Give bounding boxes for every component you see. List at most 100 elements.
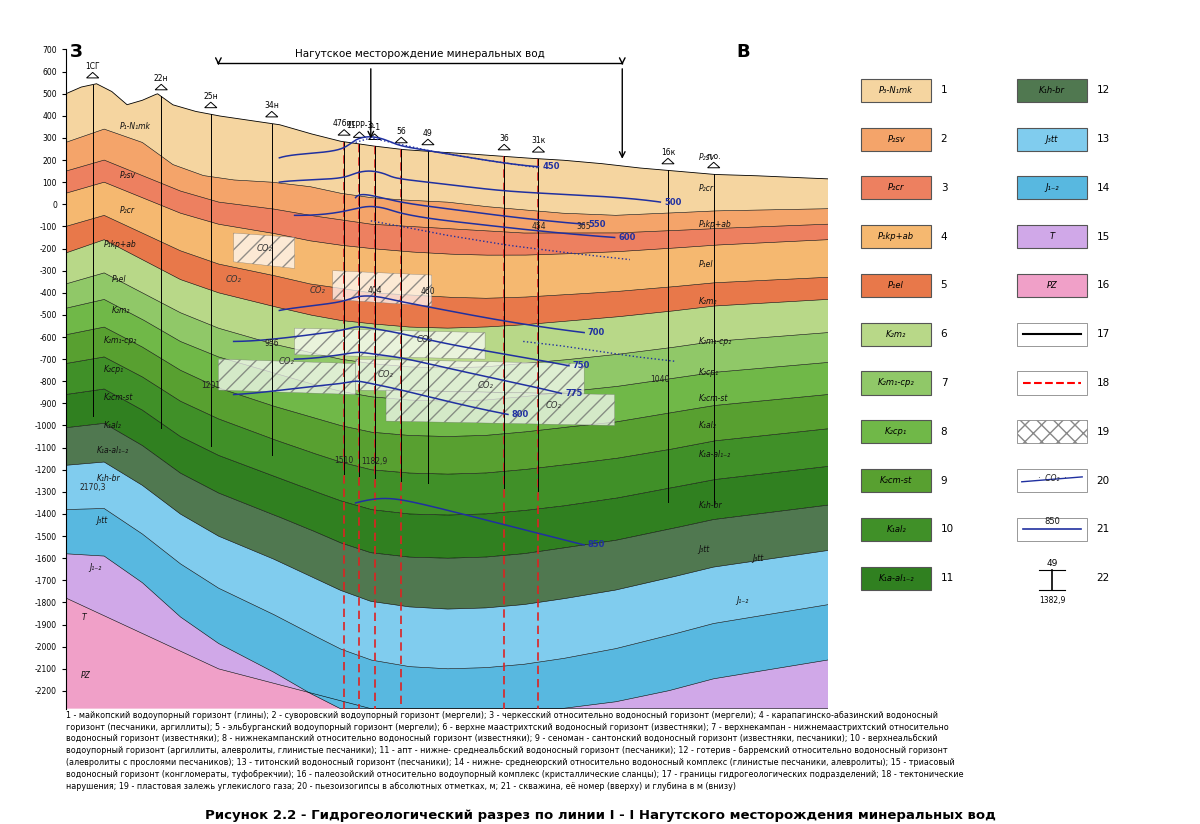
Text: J₁₋₂: J₁₋₂ <box>737 596 749 605</box>
Text: 47бис: 47бис <box>332 119 356 128</box>
Text: 1СГ: 1СГ <box>85 62 100 71</box>
Polygon shape <box>66 273 828 401</box>
Text: J₃tt: J₃tt <box>96 516 108 525</box>
Polygon shape <box>498 144 510 150</box>
Text: 2: 2 <box>941 134 947 144</box>
Polygon shape <box>66 462 828 669</box>
Text: P₂sv: P₂sv <box>119 171 136 180</box>
Bar <box>862 469 931 492</box>
Text: Рисунок 2.2 - Гидрогеологический разрез по линии I - I Нагутского месторождения : Рисунок 2.2 - Гидрогеологический разрез … <box>204 809 996 822</box>
Text: K₂cm-st: K₂cm-st <box>880 476 912 485</box>
Text: P₁kp+ab: P₁kp+ab <box>104 240 137 249</box>
Text: K₂m₁-cp₂: K₂m₁-cp₂ <box>104 336 137 344</box>
Text: 10: 10 <box>941 524 954 534</box>
Text: J₃tt: J₃tt <box>698 545 709 554</box>
Text: 404: 404 <box>367 286 382 295</box>
Bar <box>1018 128 1087 151</box>
Text: K₂m₂: K₂m₂ <box>698 297 716 307</box>
Bar <box>862 567 931 590</box>
Text: 15: 15 <box>1097 232 1110 241</box>
Polygon shape <box>395 138 407 143</box>
Text: T: T <box>82 613 86 622</box>
Bar <box>862 176 931 199</box>
Polygon shape <box>66 129 828 233</box>
Text: 14: 14 <box>1097 183 1110 193</box>
Text: 850: 850 <box>588 541 605 550</box>
Polygon shape <box>155 84 167 90</box>
Text: ·  CO₂  ·: · CO₂ · <box>1038 474 1067 483</box>
Text: J₃tt: J₃tt <box>751 554 763 563</box>
Polygon shape <box>422 139 434 145</box>
Text: J₃tt: J₃tt <box>1045 134 1058 143</box>
Text: P₁kp+ab: P₁kp+ab <box>878 232 914 241</box>
Text: CO₂: CO₂ <box>378 370 394 379</box>
Text: P₁el: P₁el <box>888 281 904 290</box>
Text: Нагутское месторождение минеральных вод: Нагутское месторождение минеральных вод <box>295 49 545 59</box>
Text: 956: 956 <box>264 339 280 349</box>
Polygon shape <box>66 598 828 709</box>
Text: K₂cm-st: K₂cm-st <box>104 393 133 402</box>
Text: 800: 800 <box>511 410 529 419</box>
Text: K₂m₁-cp₂: K₂m₁-cp₂ <box>698 337 732 346</box>
Text: K₁al₂: K₁al₂ <box>698 421 716 430</box>
Text: 56: 56 <box>396 127 406 136</box>
Text: 1182,9: 1182,9 <box>361 457 388 466</box>
Text: 3: 3 <box>941 183 947 193</box>
Polygon shape <box>66 182 828 298</box>
Text: 500: 500 <box>664 198 682 207</box>
Polygon shape <box>66 215 828 328</box>
Bar <box>1018 274 1087 297</box>
Text: 454: 454 <box>532 222 546 231</box>
Text: PZ: PZ <box>82 671 91 680</box>
Bar <box>1018 420 1087 443</box>
Text: 5: 5 <box>941 280 947 290</box>
Text: K₂cp₁: K₂cp₁ <box>698 368 719 377</box>
Bar <box>862 323 931 346</box>
Text: 18: 18 <box>1097 378 1110 388</box>
Polygon shape <box>353 132 366 138</box>
Text: 25н: 25н <box>204 91 218 101</box>
Text: 8: 8 <box>941 427 947 437</box>
Polygon shape <box>265 111 278 117</box>
Text: P₁-N₁mk: P₁-N₁mk <box>119 122 150 131</box>
Text: В: В <box>737 43 750 61</box>
Bar <box>1018 372 1087 395</box>
Text: K₂cm-st: K₂cm-st <box>698 395 728 404</box>
Bar <box>862 517 931 541</box>
Text: K₂cp₁: K₂cp₁ <box>104 364 125 373</box>
Bar <box>862 225 931 248</box>
Text: CO₂: CO₂ <box>416 335 432 344</box>
Text: K₁h-br: K₁h-br <box>698 501 722 509</box>
Text: 550: 550 <box>588 220 606 229</box>
Text: 850: 850 <box>1044 517 1060 526</box>
Text: P₂cr: P₂cr <box>119 207 134 215</box>
Text: P₂sv: P₂sv <box>887 134 905 143</box>
Polygon shape <box>295 328 485 359</box>
Polygon shape <box>218 359 355 395</box>
Bar <box>1018 225 1087 248</box>
Text: 36: 36 <box>499 133 509 143</box>
Text: P₂sv: P₂sv <box>698 153 714 162</box>
Text: 775: 775 <box>565 389 582 398</box>
Bar <box>862 79 931 102</box>
Text: 700: 700 <box>588 328 605 337</box>
Polygon shape <box>66 160 828 255</box>
Text: PZ: PZ <box>1046 281 1057 290</box>
Text: 4: 4 <box>941 232 947 241</box>
Text: 20: 20 <box>1097 475 1110 485</box>
Text: CO₂: CO₂ <box>256 244 272 253</box>
Text: K₂m₂: K₂m₂ <box>112 306 130 315</box>
Polygon shape <box>368 134 380 139</box>
Text: K₂m₂: K₂m₂ <box>886 330 906 339</box>
Text: 16к: 16к <box>661 147 676 157</box>
Text: 17: 17 <box>1097 330 1110 339</box>
Text: K₁a-al₁₋₂: K₁a-al₁₋₂ <box>878 574 914 583</box>
Text: 49: 49 <box>1046 559 1057 568</box>
Text: 6: 6 <box>941 330 947 339</box>
Bar <box>1018 469 1087 492</box>
Text: 21: 21 <box>1097 524 1110 534</box>
Polygon shape <box>66 84 828 215</box>
Polygon shape <box>66 424 828 609</box>
Text: 9: 9 <box>941 475 947 485</box>
Text: 49: 49 <box>424 129 433 138</box>
